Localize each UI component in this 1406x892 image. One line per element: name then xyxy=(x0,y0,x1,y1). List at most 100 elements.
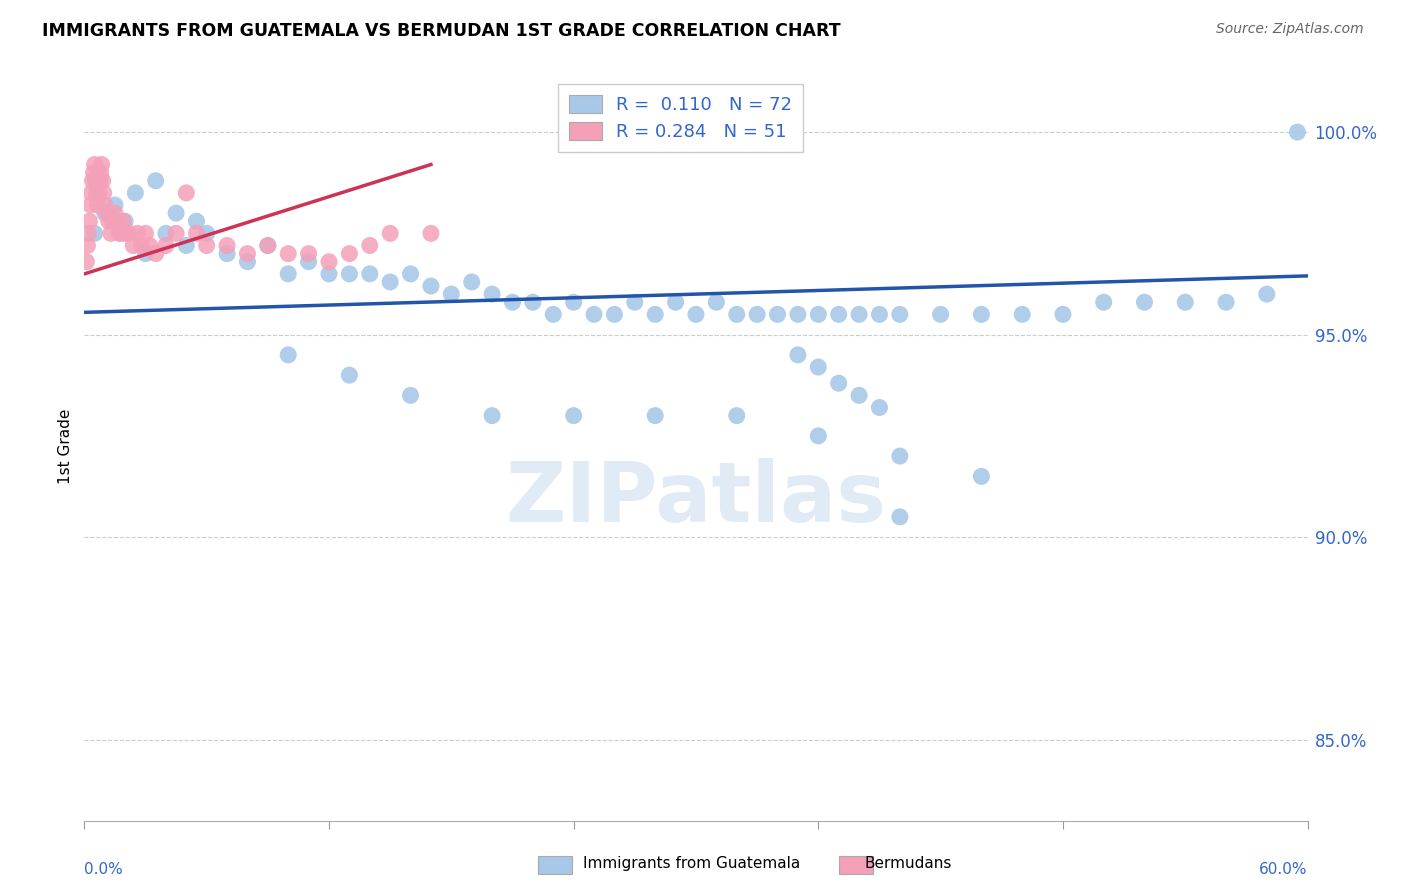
Point xyxy=(124,186,146,200)
Point xyxy=(75,254,97,268)
Point xyxy=(86,186,108,200)
Point xyxy=(644,307,666,321)
Point xyxy=(298,246,321,260)
Point xyxy=(145,246,167,260)
Point xyxy=(83,157,105,171)
Point xyxy=(90,157,112,171)
Point xyxy=(105,214,128,228)
Point xyxy=(217,238,239,252)
Point xyxy=(186,214,208,228)
Point xyxy=(79,214,101,228)
Point xyxy=(84,174,107,188)
Point xyxy=(257,238,280,252)
Point xyxy=(339,368,361,383)
Point xyxy=(195,238,218,252)
Point xyxy=(889,509,911,524)
Point xyxy=(104,198,127,212)
Point xyxy=(380,227,402,241)
Point xyxy=(135,227,157,241)
Point xyxy=(481,287,503,301)
Point xyxy=(603,307,626,321)
Point xyxy=(725,409,748,423)
Text: IMMIGRANTS FROM GUATEMALA VS BERMUDAN 1ST GRADE CORRELATION CHART: IMMIGRANTS FROM GUATEMALA VS BERMUDAN 1S… xyxy=(42,22,841,40)
Point xyxy=(869,307,891,321)
Point xyxy=(236,246,259,260)
Point xyxy=(114,214,136,228)
Point xyxy=(318,267,340,281)
Point xyxy=(420,279,443,293)
Point xyxy=(359,267,381,281)
Point xyxy=(318,254,340,268)
Point xyxy=(217,246,239,260)
Text: Immigrants from Guatemala: Immigrants from Guatemala xyxy=(583,856,801,871)
Point xyxy=(298,254,321,268)
Point xyxy=(665,295,688,310)
Point xyxy=(93,186,115,200)
Point xyxy=(174,238,197,252)
Point xyxy=(1052,307,1074,321)
Point xyxy=(970,469,993,483)
Text: ZIPatlas: ZIPatlas xyxy=(506,458,886,539)
Point xyxy=(236,254,259,268)
Point xyxy=(90,166,112,180)
Point xyxy=(644,409,666,423)
Point xyxy=(257,238,280,252)
Point xyxy=(93,206,115,220)
Point xyxy=(131,238,153,252)
Point xyxy=(1011,307,1033,321)
Point xyxy=(461,275,484,289)
Point xyxy=(583,307,606,321)
Point xyxy=(277,246,299,260)
Point xyxy=(277,267,299,281)
Legend: R =  0.110   N = 72, R = 0.284   N = 51: R = 0.110 N = 72, R = 0.284 N = 51 xyxy=(558,84,803,152)
Point xyxy=(787,307,810,321)
Point xyxy=(1256,287,1278,301)
Point xyxy=(929,307,952,321)
Point xyxy=(145,174,167,188)
Point xyxy=(380,275,402,289)
Point xyxy=(807,429,830,443)
Point xyxy=(747,307,769,321)
Point xyxy=(828,376,851,391)
Point xyxy=(100,227,122,241)
Point xyxy=(138,238,160,252)
Point xyxy=(562,409,585,423)
Point xyxy=(83,166,105,180)
Point xyxy=(186,227,208,241)
Point xyxy=(87,186,110,200)
Point xyxy=(174,186,197,200)
Point xyxy=(522,295,544,310)
Point xyxy=(481,409,503,423)
Point xyxy=(82,174,104,188)
Point xyxy=(277,348,299,362)
Point xyxy=(101,214,124,228)
Point xyxy=(86,198,108,212)
Point xyxy=(889,307,911,321)
Point xyxy=(706,295,728,310)
Point xyxy=(399,388,422,402)
Point xyxy=(1133,295,1156,310)
Point xyxy=(869,401,891,415)
Text: 0.0%: 0.0% xyxy=(84,862,124,877)
Point xyxy=(889,449,911,463)
Point xyxy=(1286,125,1309,139)
Point xyxy=(135,246,157,260)
Point xyxy=(970,307,993,321)
Text: Bermudans: Bermudans xyxy=(865,856,952,871)
Point xyxy=(91,174,114,188)
Point xyxy=(104,206,127,220)
Point xyxy=(848,388,870,402)
Point xyxy=(165,206,187,220)
Point xyxy=(110,227,132,241)
Point xyxy=(112,214,135,228)
Point xyxy=(77,227,100,241)
Point xyxy=(848,307,870,321)
Point xyxy=(339,246,361,260)
Point xyxy=(114,227,136,241)
Point xyxy=(108,227,131,241)
Point xyxy=(359,238,381,252)
Point xyxy=(1174,295,1197,310)
Point xyxy=(440,287,463,301)
Point xyxy=(127,227,149,241)
Point xyxy=(624,295,647,310)
